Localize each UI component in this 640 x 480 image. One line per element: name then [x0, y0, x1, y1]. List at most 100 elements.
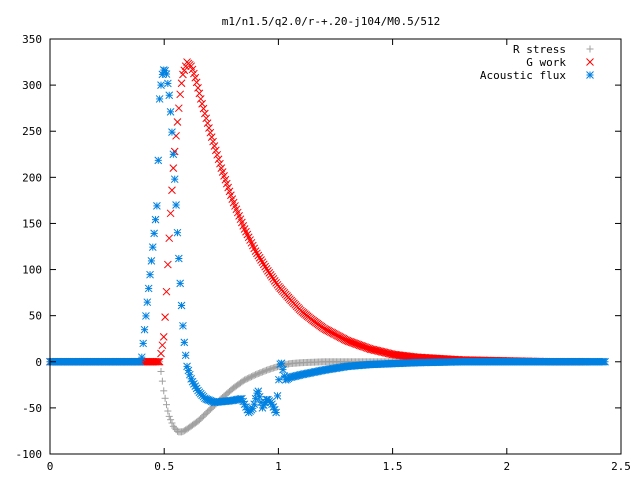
data-point [168, 419, 176, 427]
data-point [160, 387, 168, 395]
data-point [159, 333, 168, 341]
data-point [601, 357, 609, 366]
x-tick-label: 2 [503, 460, 510, 473]
data-point [342, 336, 350, 344]
data-point [176, 90, 185, 99]
data-point [164, 79, 172, 88]
x-tick-label: 1.5 [383, 460, 403, 473]
data-point [359, 342, 368, 351]
data-point [346, 337, 354, 346]
data-point [214, 155, 223, 164]
chart-title: m1/n1.5/q2.0/r-+.20-j104/M0.5/512 [222, 15, 441, 28]
legend-marker [586, 71, 594, 79]
data-point [196, 95, 205, 103]
data-point [172, 201, 180, 209]
data-point [194, 84, 202, 92]
x-tick-label: 1 [275, 460, 282, 473]
data-point [169, 150, 178, 159]
data-point [201, 109, 209, 118]
data-point [174, 254, 183, 263]
data-point [158, 341, 167, 350]
data-point [155, 357, 164, 366]
series-acoustic-flux [46, 66, 609, 417]
y-tick-label: 300 [22, 79, 42, 92]
y-tick-label: 350 [22, 33, 42, 46]
data-point [355, 341, 364, 350]
data-point [165, 412, 173, 420]
data-point [199, 104, 208, 113]
data-point [198, 99, 206, 108]
data-point [210, 142, 219, 150]
data-point [250, 400, 259, 409]
data-point [167, 416, 175, 424]
legend-label: R stress [513, 43, 566, 56]
data-point [177, 301, 186, 310]
data-point [174, 104, 183, 113]
series-layer [46, 58, 609, 436]
legend-item: Acoustic flux [480, 69, 594, 82]
x-tick-label: 0 [47, 460, 54, 473]
data-point [180, 338, 189, 347]
data-point [165, 91, 174, 100]
y-tick-label: 250 [22, 125, 42, 138]
data-point [347, 338, 356, 347]
legend-marker [586, 45, 594, 53]
data-point [164, 260, 172, 269]
data-point [357, 341, 365, 350]
data-point [350, 339, 359, 348]
legend-marker [586, 58, 594, 66]
data-point [248, 404, 257, 413]
data-point [153, 357, 161, 366]
data-point [351, 339, 360, 348]
y-tick-label: 0 [35, 356, 42, 369]
data-point [170, 175, 179, 184]
data-point [158, 377, 166, 385]
data-point [139, 339, 148, 348]
data-point [261, 262, 270, 271]
data-point [161, 313, 169, 321]
data-point [166, 108, 175, 116]
axes-layer: 0 0.5 1 1.5 2 2.5 -100 -50 0 50 100 150 200 250 300 350 [16, 33, 631, 473]
data-point [190, 69, 198, 78]
data-point [136, 357, 145, 366]
data-point [150, 229, 159, 238]
data-point [191, 73, 200, 82]
data-point [354, 340, 363, 349]
legend-item: G work [526, 56, 594, 69]
data-point [279, 365, 287, 374]
data-point [203, 119, 212, 128]
data-point [242, 403, 250, 411]
data-point [253, 249, 261, 258]
data-point [169, 164, 178, 172]
data-point [272, 408, 280, 417]
legend-label: G work [526, 56, 566, 69]
data-point [155, 95, 164, 103]
data-point [257, 256, 265, 264]
data-point [162, 287, 171, 296]
data-point [251, 247, 260, 255]
data-point [143, 298, 152, 307]
data-point [176, 279, 185, 288]
data-point [162, 70, 171, 78]
data-point [161, 394, 169, 402]
data-point [164, 407, 172, 415]
data-point [188, 65, 197, 74]
y-tick-label: -50 [22, 402, 42, 415]
y-tick-label: 200 [22, 171, 42, 184]
data-point [162, 401, 170, 409]
data-point [205, 124, 213, 132]
data-point [157, 81, 165, 89]
data-point [277, 359, 286, 368]
legend-item: R stress [513, 43, 594, 56]
data-point [349, 338, 357, 347]
data-point [140, 325, 149, 334]
data-point [168, 186, 176, 195]
data-point [344, 337, 353, 346]
data-point [153, 202, 161, 210]
data-point [177, 79, 186, 88]
data-point [154, 357, 163, 366]
data-point [358, 342, 367, 351]
data-point [207, 133, 216, 141]
